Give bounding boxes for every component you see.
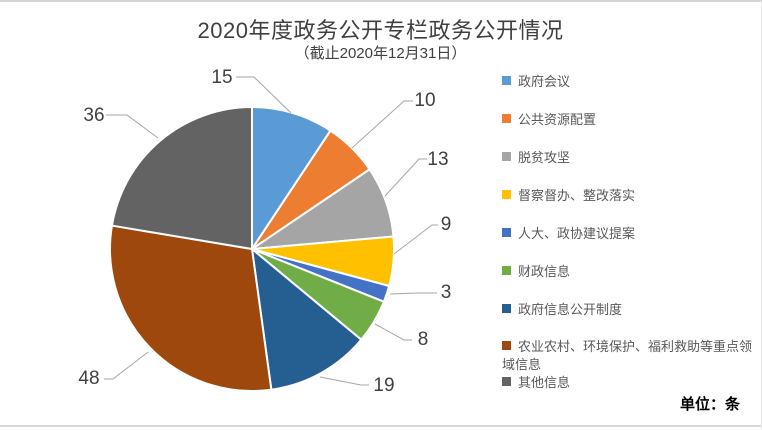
legend-item-6: 政府信息公开制度 — [502, 301, 754, 319]
leader-line-4 — [389, 292, 437, 295]
leader-line-1 — [351, 100, 413, 149]
legend-item-2: 脱贫攻坚 — [502, 149, 754, 167]
legend-label: 政府会议 — [518, 74, 571, 89]
legend-item-1: 公共资源配置 — [502, 111, 754, 129]
pie-slice-0 — [251, 106, 332, 250]
leader-line-7 — [104, 351, 149, 380]
legend-item-5: 财政信息 — [502, 263, 754, 281]
legend-label: 人大、政协建议提案 — [518, 226, 636, 241]
unit-note: 单位：条 — [679, 396, 740, 413]
legend-item-8: 其他信息 — [502, 374, 754, 392]
legend-label: 农业农村、环境保护、福利救助等重点领域信息 — [502, 339, 753, 372]
data-label-0: 15 — [211, 67, 233, 88]
legend-label: 政府信息公开制度 — [518, 302, 623, 317]
legend-label: 财政信息 — [518, 264, 571, 279]
legend-label: 其他信息 — [518, 375, 571, 390]
pie-slice-7 — [109, 224, 273, 393]
legend-swatch-icon — [502, 304, 511, 313]
leader-line-6 — [319, 376, 369, 386]
leader-line-0 — [236, 76, 292, 114]
legend-swatch-icon — [502, 266, 511, 275]
chart-title: 2020年度政务公开专栏政务公开情况 — [197, 18, 564, 43]
data-label-7: 48 — [78, 368, 100, 389]
legend-swatch-icon — [502, 76, 511, 85]
data-label-5: 8 — [417, 329, 429, 350]
legend-swatch-icon — [502, 114, 511, 123]
leader-line-3 — [393, 224, 438, 255]
legend-swatch-icon — [502, 190, 511, 199]
legend-swatch-icon — [502, 152, 511, 161]
legend-item-3: 督察督办、整改落实 — [502, 187, 754, 205]
chart-subtitle: （截止2020年12月31日） — [294, 45, 467, 62]
leader-line-8 — [106, 114, 159, 139]
pie-slice-6 — [251, 248, 363, 391]
legend-swatch-icon — [502, 341, 511, 350]
leader-line-5 — [374, 323, 412, 341]
legend-swatch-icon — [502, 228, 511, 237]
legend-label: 脱贫攻坚 — [518, 150, 571, 165]
data-label-2: 13 — [427, 149, 449, 170]
data-label-4: 3 — [440, 282, 452, 303]
bottom-divider — [0, 425, 761, 427]
legend-swatch-icon — [502, 377, 511, 386]
leader-line-2 — [384, 158, 427, 197]
legend-item-7: 农业农村、环境保护、福利救助等重点领域信息 — [502, 338, 754, 374]
data-label-6: 19 — [373, 375, 395, 396]
legend-item-0: 政府会议 — [502, 73, 754, 91]
data-label-8: 36 — [83, 105, 105, 126]
legend-label: 公共资源配置 — [518, 112, 597, 127]
data-label-3: 9 — [440, 214, 452, 235]
data-label-1: 10 — [414, 90, 436, 111]
legend-item-4: 人大、政协建议提案 — [502, 225, 754, 243]
legend-label: 督察督办、整改落实 — [518, 188, 636, 203]
pie-slice-8 — [110, 106, 253, 250]
